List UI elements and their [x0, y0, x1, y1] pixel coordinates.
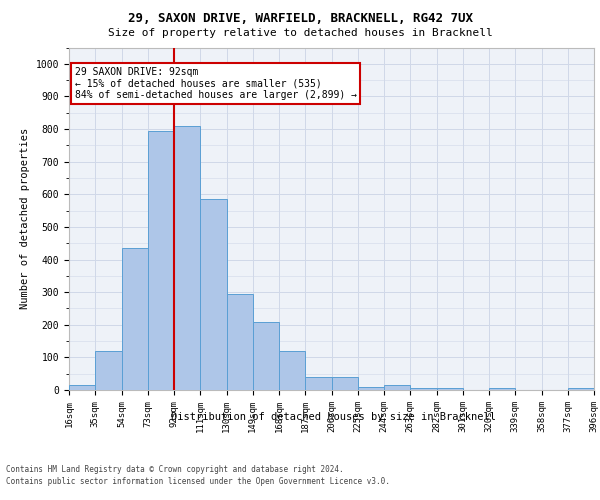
Bar — [200, 199, 227, 390]
Bar — [279, 351, 305, 390]
Text: Size of property relative to detached houses in Bracknell: Size of property relative to detached ho… — [107, 28, 493, 38]
Text: 29, SAXON DRIVE, WARFIELD, BRACKNELL, RG42 7UX: 29, SAXON DRIVE, WARFIELD, BRACKNELL, RG… — [128, 12, 473, 26]
Bar — [305, 377, 331, 390]
Bar — [253, 322, 279, 390]
Bar — [358, 386, 384, 390]
Bar — [69, 385, 95, 390]
Y-axis label: Number of detached properties: Number of detached properties — [20, 128, 30, 310]
Text: Distribution of detached houses by size in Bracknell: Distribution of detached houses by size … — [170, 412, 496, 422]
Bar — [568, 388, 594, 390]
Text: Contains HM Land Registry data © Crown copyright and database right 2024.: Contains HM Land Registry data © Crown c… — [6, 465, 344, 474]
Bar — [384, 385, 410, 390]
Bar — [121, 248, 148, 390]
Text: 29 SAXON DRIVE: 92sqm
← 15% of detached houses are smaller (535)
84% of semi-det: 29 SAXON DRIVE: 92sqm ← 15% of detached … — [74, 67, 356, 100]
Bar — [174, 126, 200, 390]
Text: Contains public sector information licensed under the Open Government Licence v3: Contains public sector information licen… — [6, 478, 390, 486]
Bar — [489, 388, 515, 390]
Bar — [437, 388, 463, 390]
Bar — [331, 377, 358, 390]
Bar — [148, 132, 174, 390]
Bar — [227, 294, 253, 390]
Bar — [410, 388, 437, 390]
Bar — [95, 351, 121, 390]
